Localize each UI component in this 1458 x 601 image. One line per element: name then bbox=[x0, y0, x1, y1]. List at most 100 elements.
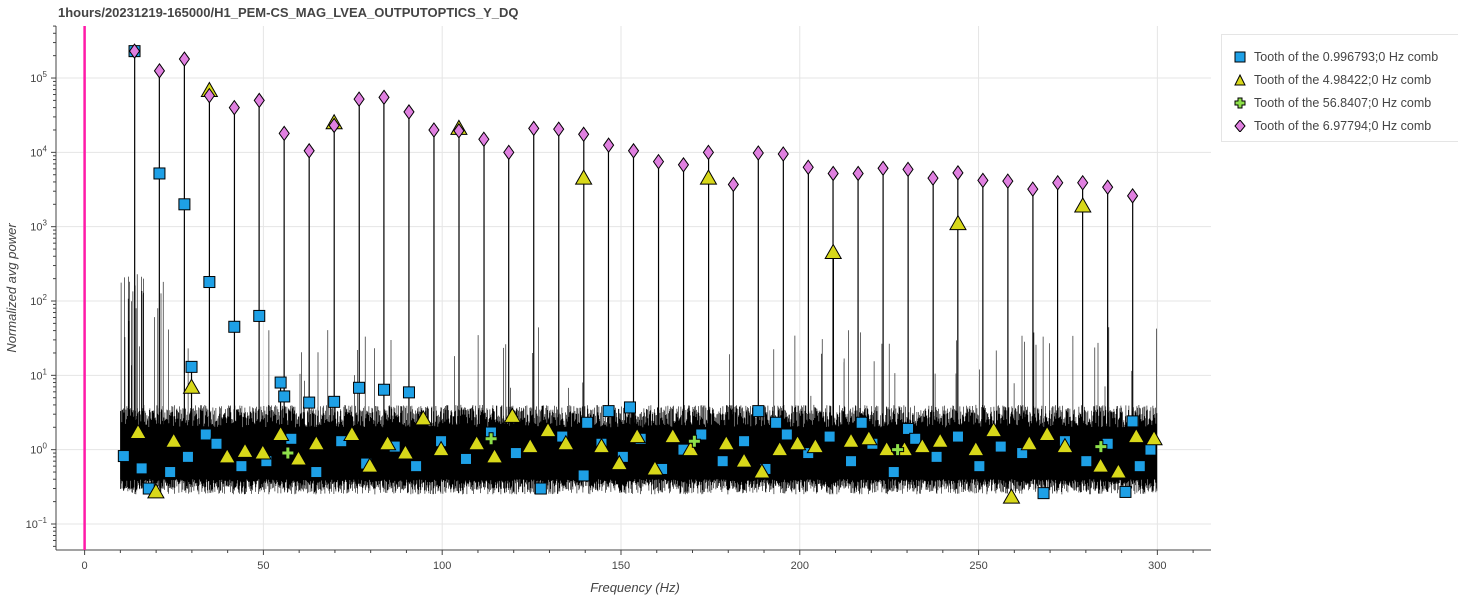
series-plus bbox=[281, 432, 1108, 460]
plus-marker bbox=[1094, 440, 1108, 454]
legend-item-comb-56-84: Tooth of the 56.8407;0 Hz comb bbox=[1234, 93, 1431, 113]
diamond-marker bbox=[1027, 181, 1039, 197]
square-marker bbox=[770, 416, 783, 429]
diamond-marker bbox=[777, 146, 789, 162]
diamond-marker bbox=[503, 144, 515, 161]
diamond-marker bbox=[553, 121, 565, 138]
triangle-marker bbox=[984, 421, 1003, 438]
square-marker bbox=[135, 462, 148, 475]
square-marker bbox=[378, 383, 391, 396]
triangle-marker bbox=[1127, 427, 1146, 444]
triangle-marker bbox=[842, 432, 860, 448]
y-axis-label: Normalized avg power bbox=[4, 223, 19, 353]
square-marker bbox=[509, 447, 522, 460]
triangle-marker bbox=[860, 429, 878, 446]
triangle-marker bbox=[396, 444, 415, 460]
square-marker bbox=[460, 452, 473, 465]
square-marker bbox=[210, 437, 223, 450]
square-marker bbox=[274, 376, 287, 389]
legend-item-comb-0-997: Tooth of the 0.996793;0 Hz comb bbox=[1234, 47, 1438, 67]
triangle-marker bbox=[1020, 434, 1039, 451]
diamond-marker bbox=[228, 99, 240, 116]
triangle-marker bbox=[753, 463, 771, 479]
triangle-marker bbox=[1145, 429, 1163, 446]
y-tick-label: 101 bbox=[30, 367, 47, 382]
square-marker bbox=[581, 416, 594, 429]
square-marker bbox=[623, 401, 636, 414]
square-marker bbox=[117, 450, 130, 463]
square-marker bbox=[855, 416, 868, 429]
triangle-marker bbox=[129, 423, 147, 440]
triangle-marker bbox=[610, 454, 629, 471]
diamond-marker bbox=[727, 176, 739, 193]
triangle-marker bbox=[735, 452, 753, 468]
x-axis-label: Frequency (Hz) bbox=[590, 580, 680, 595]
square-marker bbox=[328, 395, 341, 408]
legend-label: Tooth of the 6.97794;0 Hz comb bbox=[1254, 119, 1432, 133]
diamond-marker bbox=[253, 92, 265, 109]
legend-item-comb-6-978: Tooth of the 6.97794;0 Hz comb bbox=[1234, 116, 1431, 136]
square-marker bbox=[310, 466, 323, 479]
chart-title: 1hours/20231219-165000/H1_PEM-CS_MAG_LVE… bbox=[58, 5, 519, 20]
diamond-marker bbox=[1102, 179, 1114, 196]
square-marker bbox=[1126, 415, 1139, 428]
square-marker bbox=[199, 428, 212, 441]
diamond-marker bbox=[877, 160, 889, 177]
triangle-marker bbox=[574, 169, 593, 185]
x-tick-label: 250 bbox=[969, 560, 987, 572]
square-marker bbox=[181, 450, 194, 463]
triangle-marker bbox=[1073, 196, 1092, 213]
square-marker bbox=[228, 320, 241, 333]
diamond-marker bbox=[1126, 187, 1139, 204]
square-marker bbox=[1037, 487, 1050, 500]
triangle-marker bbox=[521, 437, 540, 454]
square-marker bbox=[752, 405, 765, 418]
triangle-marker bbox=[949, 214, 967, 231]
triangle-marker bbox=[271, 425, 290, 441]
square-marker bbox=[602, 405, 615, 418]
diamond-marker bbox=[802, 159, 814, 176]
triangle-marker bbox=[307, 434, 326, 451]
square-marker bbox=[1080, 455, 1093, 468]
triangle-marker bbox=[1109, 463, 1128, 479]
triangle-marker bbox=[592, 437, 611, 454]
triangle-marker bbox=[253, 444, 272, 460]
square-marker bbox=[973, 460, 986, 473]
square-marker bbox=[695, 428, 708, 441]
triangle-marker bbox=[467, 434, 486, 451]
triangle-marker bbox=[681, 440, 700, 457]
triangle-marker bbox=[788, 434, 807, 451]
triangle-marker bbox=[164, 432, 183, 448]
triangle-marker bbox=[360, 457, 379, 473]
x-tick-label: 200 bbox=[791, 560, 809, 572]
diamond-marker bbox=[827, 165, 839, 182]
y-tick-label: 104 bbox=[30, 144, 47, 159]
diamond-marker bbox=[652, 153, 665, 170]
diamond-marker bbox=[578, 126, 590, 143]
triangle-marker-icon bbox=[1234, 74, 1246, 86]
diamond-marker bbox=[677, 156, 690, 173]
diamond-marker bbox=[178, 51, 191, 67]
square-marker bbox=[1144, 443, 1157, 456]
square-marker bbox=[410, 460, 423, 473]
square-marker bbox=[235, 460, 248, 473]
plus-marker-icon bbox=[1234, 97, 1246, 109]
square-marker bbox=[253, 309, 266, 322]
diamond-marker bbox=[528, 120, 540, 137]
square-marker bbox=[1119, 485, 1132, 498]
triangle-marker bbox=[699, 169, 718, 185]
triangle-marker bbox=[877, 440, 896, 457]
triangle-marker bbox=[378, 434, 397, 451]
square-marker bbox=[902, 422, 915, 435]
triangle-marker bbox=[556, 434, 575, 451]
y-tick-label: 10−1 bbox=[26, 516, 48, 531]
triangle-marker bbox=[913, 437, 932, 454]
diamond-marker bbox=[602, 137, 615, 154]
triangle-marker bbox=[539, 421, 557, 438]
legend-item-comb-4-984: Tooth of the 4.98422;0 Hz comb bbox=[1234, 70, 1431, 90]
diamond-marker bbox=[927, 170, 939, 186]
square-marker bbox=[845, 455, 858, 468]
diamond-marker bbox=[902, 161, 914, 178]
square-marker bbox=[909, 432, 922, 445]
